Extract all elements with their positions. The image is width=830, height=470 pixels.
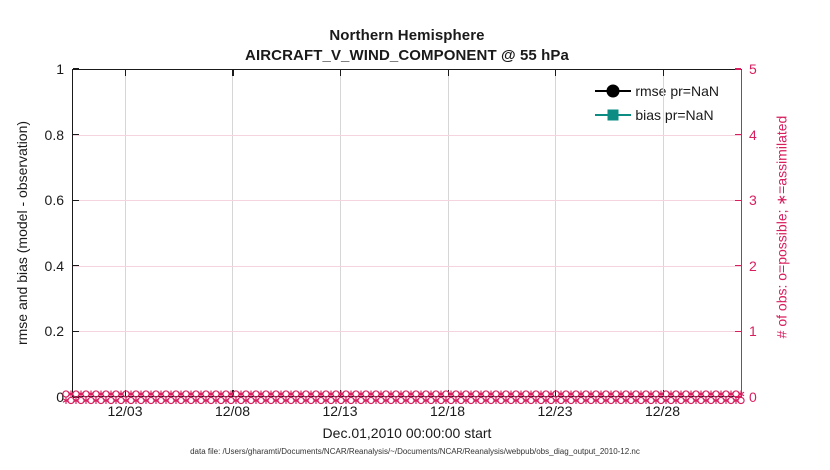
y-tick-label-left: 0.4	[44, 257, 64, 274]
x-gridline	[662, 70, 664, 396]
x-tick-bottom	[555, 390, 557, 396]
x-tick-label: 12/13	[322, 403, 358, 419]
y-tick-label-right: 5	[749, 61, 757, 77]
chart-subtitle: AIRCRAFT_V_WIND_COMPONENT @ 55 hPa	[245, 47, 569, 64]
x-gridline	[232, 70, 234, 396]
bias-square-marker-icon	[607, 109, 619, 121]
y-gridline	[73, 200, 741, 202]
y-tick-label-right: 0	[749, 389, 757, 405]
y-tick-left	[73, 265, 79, 267]
x-tick-top	[555, 70, 557, 76]
x-tick-label: 12/23	[537, 403, 573, 419]
data-file-footnote: data file: /Users/gharamti/Documents/NCA…	[190, 447, 640, 456]
y-tick-right	[735, 330, 741, 333]
y-gridline	[73, 331, 741, 333]
left-axis-label: rmse and bias (model - observation)	[14, 120, 30, 346]
y-tick-left	[73, 330, 79, 333]
right-axis-label: # of obs: o=possible; ∗=assimilated	[773, 115, 790, 339]
y-tick-label-left: 0.6	[44, 192, 64, 209]
legend: rmse pr=NaN bias pr=NaN	[595, 79, 719, 127]
rmse-line-swatch	[595, 84, 632, 98]
y-gridline	[73, 265, 741, 267]
y-tick-label-left: 1	[56, 61, 64, 77]
plot-area: rmse pr=NaN bias pr=NaN	[72, 69, 742, 397]
obs-count-marker-band	[62, 390, 745, 405]
y-tick-label-right: 4	[749, 126, 757, 143]
bias-line-swatch	[595, 109, 632, 121]
y-tick-right	[735, 133, 741, 136]
y-tick-right	[735, 265, 741, 267]
y-tick-left	[73, 199, 79, 201]
y-tick-label-left: 0.2	[44, 323, 64, 340]
x-gridline	[340, 70, 341, 396]
y-tick-left	[73, 68, 79, 70]
x-tick-top	[447, 70, 449, 76]
y-tick-label-right: 3	[749, 192, 757, 209]
x-tick-top	[232, 70, 234, 76]
x-gridline	[447, 70, 449, 396]
y-tick-label-right: 2	[749, 257, 757, 274]
x-gridline	[124, 70, 126, 396]
y-tick-label-left: 0	[56, 389, 64, 405]
chart-title: Northern Hemisphere	[329, 27, 485, 44]
legend-entry-rmse: rmse pr=NaN	[595, 79, 719, 103]
rmse-circle-marker-icon	[606, 84, 620, 98]
x-tick-top	[124, 70, 127, 76]
y-gridline	[73, 134, 741, 136]
x-tick-label: 12/18	[429, 403, 466, 419]
x-tick-label: 12/08	[214, 403, 250, 419]
x-tick-bottom	[124, 390, 127, 396]
x-tick-label: 12/03	[107, 403, 143, 419]
legend-label-bias: bias pr=NaN	[635, 107, 714, 123]
x-tick-top	[662, 70, 664, 76]
y-tick-right	[735, 68, 741, 70]
x-gridline	[555, 70, 556, 396]
x-tick-top	[340, 70, 342, 76]
y-tick-label-left: 0.8	[44, 126, 64, 143]
y-tick-right	[735, 199, 741, 201]
legend-label-rmse: rmse pr=NaN	[635, 83, 719, 99]
legend-entry-bias: bias pr=NaN	[595, 103, 719, 127]
x-tick-label: 12/28	[644, 403, 681, 419]
x-axis-label: Dec.01,2010 00:00:00 start	[322, 425, 492, 441]
y-tick-left	[73, 133, 79, 136]
y-tick-label-right: 1	[749, 323, 757, 340]
